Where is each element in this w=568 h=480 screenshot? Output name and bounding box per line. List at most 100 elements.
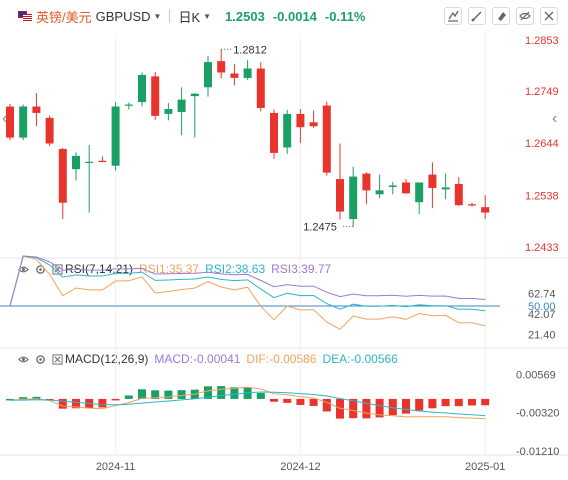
- rsi3-value: RSI3:39.77: [271, 262, 332, 276]
- candle-body: [138, 74, 146, 103]
- macd-histogram-bar: [468, 398, 476, 406]
- candle-body: [111, 106, 120, 166]
- toolbar: [438, 7, 558, 25]
- drawing-icon[interactable]: [444, 7, 462, 25]
- macd-histogram-bar: [204, 386, 212, 399]
- price-axis-label: 1.2853: [525, 35, 559, 47]
- period-dropdown-icon[interactable]: ▼: [203, 11, 212, 21]
- symbol-dropdown-icon[interactable]: ▼: [153, 11, 162, 21]
- price-axis-label: 1.2644: [525, 138, 559, 150]
- candle-body: [58, 148, 67, 203]
- macd-histogram-bar: [243, 387, 252, 399]
- candle-body: [32, 106, 41, 113]
- eye-icon[interactable]: [18, 264, 29, 275]
- period-selector[interactable]: 日K: [178, 9, 201, 25]
- macd-histogram-bar: [402, 398, 410, 414]
- price-change: -0.0014: [272, 8, 317, 24]
- macd-histogram-bar: [454, 398, 463, 407]
- candle-body: [164, 108, 173, 114]
- candle-body: [6, 106, 14, 138]
- macd-axis-label: -0.01210: [516, 446, 559, 458]
- macd-value: MACD:-0.00041: [154, 352, 241, 366]
- candle-body: [19, 106, 28, 138]
- candle-body: [177, 99, 186, 112]
- macd-histogram-bar: [111, 398, 120, 401]
- macd-histogram-bar: [441, 398, 450, 407]
- candle-body: [441, 187, 450, 190]
- scroll-left-icon[interactable]: ‹: [2, 110, 8, 127]
- rsi-header: RSI(7,14,21) RSI1:35.37 RSI2:38.63 RSI3:…: [18, 262, 337, 276]
- candle-body: [270, 112, 278, 153]
- candle-body: [481, 207, 490, 213]
- divider: [169, 9, 171, 23]
- macd-histogram-bar: [283, 398, 292, 403]
- time-axis-label: 2024-11: [96, 461, 136, 473]
- macd-histogram-bar: [217, 386, 226, 399]
- rsi2-value: RSI2:38.63: [205, 262, 266, 276]
- macd-histogram-bar: [98, 398, 107, 408]
- dif-value: DIF:-0.00586: [246, 352, 317, 366]
- scroll-right-icon[interactable]: ‹: [552, 110, 558, 127]
- macd-histogram-bar: [164, 390, 173, 399]
- rsi-axis-label: 50.00: [528, 301, 556, 313]
- candle-body: [454, 183, 463, 206]
- pair-name[interactable]: 英镑/美元: [36, 9, 92, 25]
- candle-body: [243, 68, 252, 78]
- candle-body: [402, 182, 410, 194]
- symbol-code[interactable]: GBPUSD: [95, 8, 151, 24]
- eraser-icon[interactable]: [492, 7, 510, 25]
- macd-histogram-bar: [322, 398, 331, 412]
- candle-body: [283, 113, 292, 148]
- rsi-line-rsi3: [9, 255, 486, 307]
- price-axis-label: 1.2433: [525, 242, 559, 254]
- dea-value: DEA:-0.00566: [322, 352, 398, 366]
- macd-histogram-bar: [138, 389, 146, 399]
- rsi-axis-label: 62.74: [528, 288, 556, 300]
- price-axis-label: 1.2749: [525, 86, 559, 98]
- rsi-axis-label: 21.40: [528, 330, 556, 342]
- time-axis-label: 2025-01: [465, 461, 505, 473]
- macd-histogram-bar: [481, 398, 490, 406]
- candle-body: [309, 122, 318, 127]
- macd-header: MACD(12,26,9) MACD:-0.00041 DIF:-0.00586…: [18, 352, 404, 366]
- dea-line: [9, 391, 486, 417]
- symbol-header: 英镑/美元 GBPUSD ▼ 日K ▼ 1.2503 -0.0014 -0.11…: [0, 0, 568, 32]
- candle-body: [124, 104, 133, 106]
- macd-histogram-bar: [296, 398, 305, 405]
- candle-body: [415, 182, 424, 203]
- gbp-usd-flag-icon: [18, 11, 32, 21]
- macd-histogram-bar: [349, 398, 358, 419]
- candle-body: [85, 161, 94, 163]
- rsi-line-rsi1: [9, 255, 486, 330]
- candle-body: [256, 68, 265, 108]
- close-indicator-icon[interactable]: [52, 353, 63, 365]
- candle-body: [72, 155, 80, 170]
- visibility-icon[interactable]: [516, 7, 534, 25]
- price-change-percent: -0.11%: [324, 8, 366, 24]
- line-tool-icon[interactable]: [468, 7, 486, 25]
- macd-histogram-bar: [256, 392, 265, 399]
- candle-body: [230, 73, 239, 78]
- macd-histogram-bar: [270, 398, 278, 402]
- macd-histogram-bar: [72, 398, 80, 409]
- high-price-label: 1.2812: [233, 44, 267, 56]
- price-axis-label: 1.2538: [525, 190, 559, 202]
- candle-body: [336, 179, 344, 212]
- candle-body: [217, 61, 226, 73]
- candle-body: [190, 93, 199, 97]
- settings-gear-icon[interactable]: [35, 264, 46, 275]
- eye-icon[interactable]: [18, 354, 29, 365]
- candle-body: [468, 204, 476, 206]
- candle-body: [388, 185, 397, 187]
- macd-histogram-bar: [375, 398, 384, 418]
- fullscreen-icon[interactable]: [540, 7, 558, 25]
- last-price: 1.2503: [225, 8, 265, 24]
- dif-line: [9, 386, 486, 420]
- macd-histogram-bar: [428, 398, 437, 409]
- candle-body: [151, 76, 160, 116]
- settings-gear-icon[interactable]: [35, 354, 46, 365]
- macd-histogram-bar: [388, 398, 397, 416]
- candle-body: [322, 105, 331, 173]
- candle-body: [375, 190, 384, 195]
